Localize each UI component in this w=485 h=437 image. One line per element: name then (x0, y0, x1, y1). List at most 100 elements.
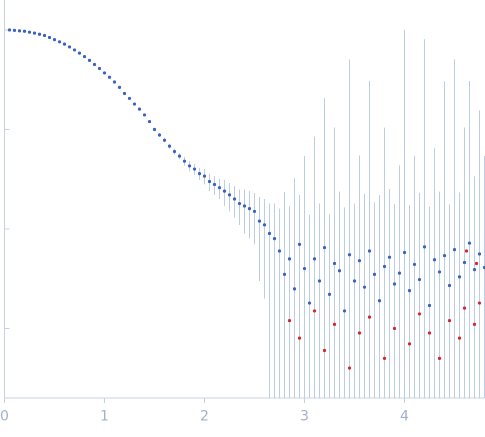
data-point (452, 248, 457, 252)
data-point (407, 342, 412, 346)
data-point (437, 270, 442, 274)
data-point (72, 48, 77, 52)
data-point (417, 312, 422, 316)
data-point (132, 102, 137, 106)
data-point (322, 245, 327, 250)
data-point (447, 283, 452, 288)
data-point (322, 348, 327, 353)
data-point (417, 277, 422, 282)
data-point (362, 285, 367, 289)
data-point (457, 336, 462, 340)
data-point (307, 301, 312, 305)
data-point (467, 241, 472, 245)
data-point (97, 66, 102, 71)
data-point (252, 209, 257, 214)
data-point (242, 204, 247, 208)
data-point (162, 138, 167, 142)
data-point (127, 96, 132, 101)
data-point (427, 331, 432, 335)
data-point (7, 28, 12, 32)
data-point (52, 37, 57, 42)
data-point (217, 186, 222, 190)
data-point (142, 113, 147, 117)
data-point (172, 149, 177, 154)
data-point (447, 318, 452, 323)
data-point (22, 29, 27, 33)
data-point (122, 91, 127, 96)
data-point (442, 253, 447, 258)
data-point (107, 75, 112, 79)
data-point (77, 51, 82, 55)
data-point (332, 261, 337, 266)
x-tick-label: 4 (400, 409, 409, 425)
data-point (282, 272, 287, 276)
data-point (212, 182, 217, 187)
data-point (187, 164, 192, 168)
data-point (367, 315, 372, 319)
x-tick-label: 1 (100, 409, 109, 425)
data-point (317, 279, 322, 283)
data-point (427, 303, 432, 308)
data-point (292, 287, 297, 291)
data-point (247, 207, 252, 211)
x-tick-label: 0 (0, 409, 9, 425)
data-point (382, 264, 387, 269)
data-point (342, 309, 347, 313)
data-point (352, 279, 357, 283)
data-point (112, 80, 117, 84)
data-point (422, 245, 427, 249)
data-point (357, 259, 362, 263)
data-point (337, 269, 342, 273)
data-point (287, 318, 292, 323)
data-point (197, 172, 202, 176)
data-point (462, 306, 467, 310)
data-point (202, 174, 207, 178)
data-point (474, 261, 479, 266)
data-point (382, 356, 387, 361)
data-point (272, 236, 277, 241)
data-point (92, 62, 97, 67)
data-point (237, 201, 242, 206)
data-point (397, 271, 402, 275)
data-point (157, 133, 162, 137)
data-point (117, 85, 122, 89)
data-point (437, 356, 442, 361)
data-point (232, 197, 237, 201)
data-point (287, 257, 292, 261)
data-point (102, 71, 107, 75)
data-point (192, 167, 197, 171)
data-point (47, 35, 52, 40)
data-point (257, 219, 262, 223)
data-point (464, 249, 469, 253)
data-point (227, 193, 232, 197)
data-point (462, 260, 467, 265)
data-point (262, 223, 267, 227)
data-point (302, 266, 307, 271)
data-point (472, 322, 477, 326)
data-point (402, 250, 407, 255)
data-point (482, 265, 485, 270)
data-point (477, 252, 482, 256)
data-point (297, 242, 302, 246)
data-point (372, 272, 377, 276)
data-point (87, 58, 92, 62)
data-point (432, 258, 437, 262)
data-point (207, 179, 212, 184)
data-point (312, 257, 317, 261)
data-point (27, 30, 32, 34)
data-point (477, 301, 482, 305)
data-point (412, 262, 417, 267)
data-point (347, 253, 352, 257)
data-point (152, 127, 157, 132)
data-point (277, 249, 282, 253)
data-point (147, 119, 152, 124)
data-point (332, 322, 337, 326)
data-point (62, 42, 67, 46)
data-point (67, 45, 72, 49)
data-point (472, 268, 477, 272)
data-point (347, 366, 352, 370)
data-point (297, 336, 302, 340)
data-point (177, 154, 182, 158)
data-point (37, 32, 42, 36)
